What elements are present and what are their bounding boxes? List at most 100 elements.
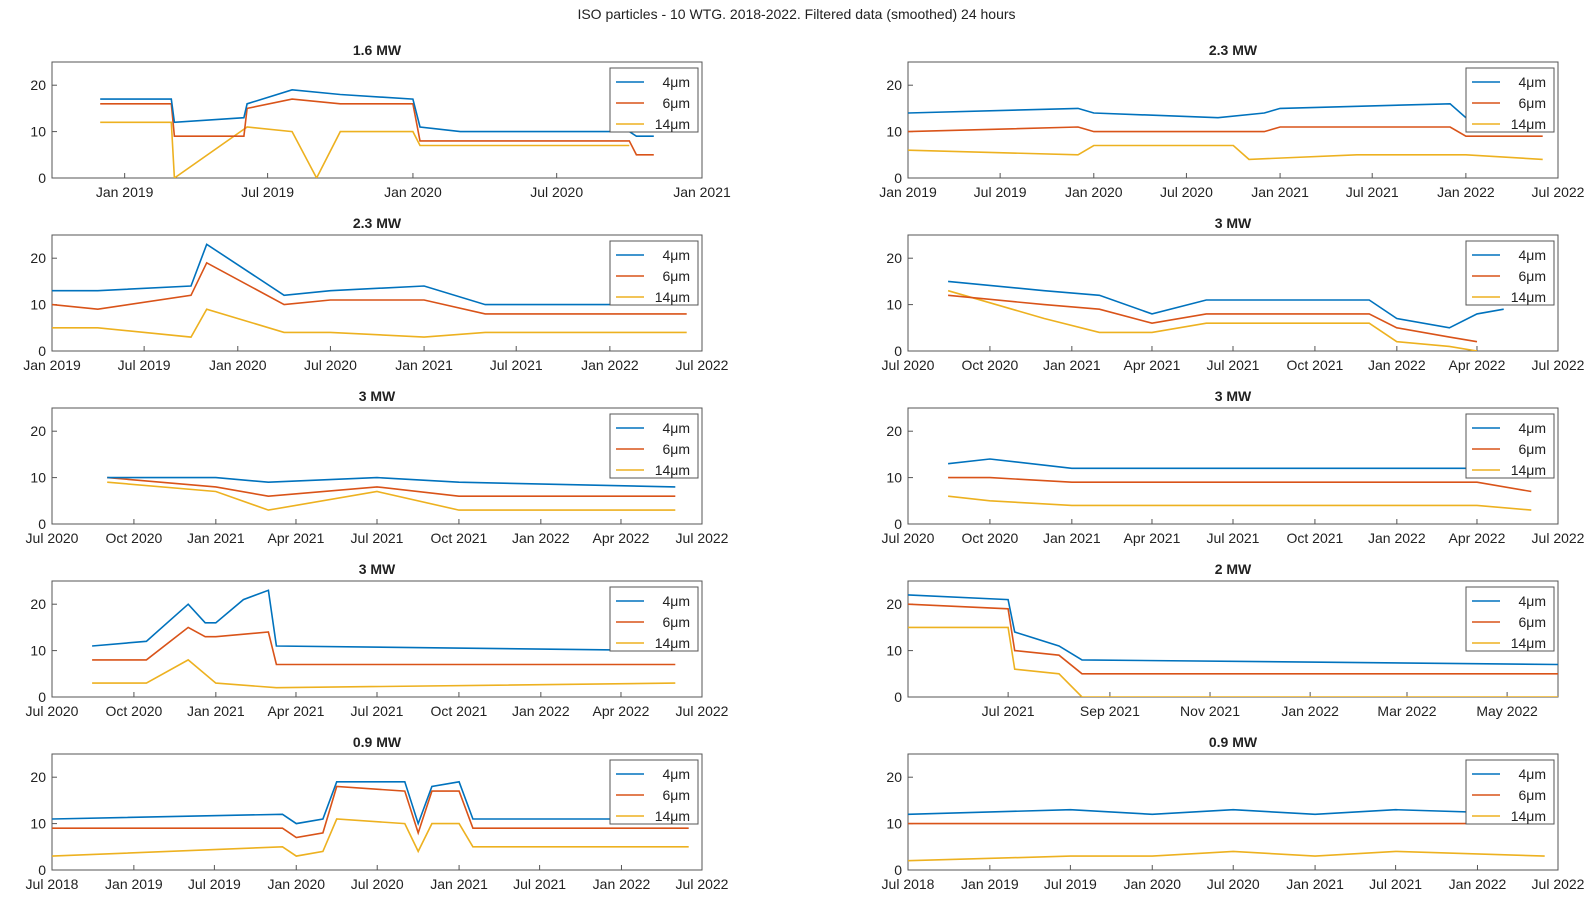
x-tick-label: Jan 2019 (961, 876, 1019, 892)
y-tick-label: 0 (894, 862, 902, 878)
x-tick-label: Apr 2022 (593, 703, 650, 719)
series-line-14μm (908, 144, 1543, 161)
x-tick-label: Oct 2021 (431, 530, 488, 546)
x-tick-label: Jan 2019 (879, 184, 937, 200)
legend-label: 6μm (662, 268, 690, 284)
x-tick-label: Apr 2021 (268, 703, 325, 719)
subplot-1: 1.6 MW 0 10 20 Jan 2019 Jul 2019 Jan 2020 Jul 2… (30, 42, 731, 200)
legend-label: 6μm (662, 787, 690, 803)
legend-label: 4μm (662, 74, 690, 90)
y-tick-label: 20 (30, 77, 46, 93)
x-tick-label: Jan 2021 (1043, 357, 1101, 373)
legend-label: 14μm (1511, 808, 1546, 824)
subplot-title: 2.3 MW (1209, 42, 1258, 58)
subplot-title: 0.9 MW (1209, 734, 1258, 750)
y-tick-label: 0 (38, 689, 46, 705)
y-tick-label: 20 (886, 250, 902, 266)
series-line-4μm (52, 780, 689, 827)
subplot-title: 3 MW (359, 561, 396, 577)
x-tick-label: Jul 2020 (882, 357, 935, 373)
x-tick-label: Apr 2021 (268, 530, 325, 546)
x-tick-label: Jul 2022 (676, 703, 729, 719)
x-tick-label: Jul 2019 (974, 184, 1027, 200)
series-line-4μm (948, 280, 1504, 329)
x-tick-label: Jan 2022 (1449, 876, 1507, 892)
subplot-8: 2 MW 0 10 20 Jul 2021 Sep 2021 Nov 2021 Jan 202… (886, 561, 1559, 719)
x-tick-label: Jul 2021 (1346, 184, 1399, 200)
series-line-14μm (947, 289, 1478, 351)
figure-title: ISO particles - 10 WTG. 2018-2022. Filte… (577, 6, 1016, 22)
x-tick-label: Oct 2021 (1287, 530, 1344, 546)
y-tick-label: 10 (30, 816, 46, 832)
y-tick-label: 10 (30, 297, 46, 313)
axes-box (51, 234, 703, 352)
series-line-4μm (52, 243, 687, 306)
x-tick-label: Jul 2021 (1207, 530, 1260, 546)
x-tick-label: Jul 2022 (1532, 876, 1585, 892)
x-tick-label: Jul 2022 (1532, 184, 1585, 200)
subplot-title: 1.6 MW (353, 42, 402, 58)
legend-label: 4μm (662, 420, 690, 436)
x-tick-label: Jan 2022 (1437, 184, 1495, 200)
legend-box (1465, 586, 1555, 652)
x-tick-label: Jul 2020 (1207, 876, 1260, 892)
x-tick-label: Mar 2022 (1377, 703, 1436, 719)
x-tick-label: Apr 2022 (1449, 357, 1506, 373)
series-line-6μm (908, 126, 1543, 137)
series-line-6μm (52, 261, 687, 315)
x-tick-label: Jul 2022 (1532, 530, 1585, 546)
series-line-14μm (100, 121, 630, 178)
x-tick-label: Oct 2020 (106, 703, 163, 719)
x-tick-label: Jul 2020 (1160, 184, 1213, 200)
legend-box (609, 586, 699, 652)
series-line-6μm (948, 294, 1478, 343)
x-tick-label: Jul 2021 (1369, 876, 1422, 892)
y-tick-label: 0 (894, 689, 902, 705)
legend-label: 4μm (662, 593, 690, 609)
x-tick-label: Jul 2020 (530, 184, 583, 200)
x-tick-label: Jul 2021 (513, 876, 566, 892)
series-line-4μm (100, 88, 654, 137)
series-line-6μm (52, 785, 689, 839)
legend-box (609, 413, 699, 479)
legend-box (1465, 759, 1555, 825)
x-tick-label: Jul 2020 (351, 876, 404, 892)
x-tick-label: Jan 2020 (1065, 184, 1123, 200)
y-tick-label: 10 (886, 470, 902, 486)
series-line-4μm (107, 476, 676, 488)
x-tick-label: Jan 2020 (1123, 876, 1181, 892)
subplot-title: 2.3 MW (353, 215, 402, 231)
legend-box (609, 67, 699, 133)
series-line-14μm (92, 658, 676, 689)
series-line-4μm (948, 458, 1532, 479)
x-tick-label: Jan 2019 (23, 357, 81, 373)
y-tick-label: 20 (30, 250, 46, 266)
legend-label: 4μm (1518, 766, 1546, 782)
x-tick-label: Jan 2020 (267, 876, 325, 892)
x-tick-label: Jul 2021 (1207, 357, 1260, 373)
series-line-6μm (107, 476, 676, 498)
x-tick-label: Oct 2020 (106, 530, 163, 546)
subplot-9: 0.9 MW 0 10 20 Jul 2018 Jan 2019 Jul 2019 Jan 2… (26, 734, 729, 892)
subplot-2: 2.3 MW 0 10 20 Jan 2019 Jul 2019 Jan 2020 Jul 2… (879, 42, 1584, 200)
legend-box (1465, 240, 1555, 306)
y-tick-label: 20 (30, 423, 46, 439)
axes-box (51, 61, 703, 179)
series-line-6μm (908, 603, 1558, 675)
y-tick-label: 20 (886, 769, 902, 785)
x-tick-label: Jul 2022 (676, 357, 729, 373)
series-line-4μm (908, 594, 1558, 666)
x-tick-label: Jan 2022 (1281, 703, 1339, 719)
x-tick-label: Jul 2022 (676, 530, 729, 546)
x-tick-label: Jan 2020 (209, 357, 267, 373)
y-tick-label: 20 (886, 423, 902, 439)
legend-label: 14μm (1511, 462, 1546, 478)
legend-label: 6μm (662, 441, 690, 457)
x-tick-label: Jan 2021 (187, 530, 245, 546)
legend-label: 4μm (662, 247, 690, 263)
x-tick-label: Jul 2021 (351, 530, 404, 546)
y-tick-label: 0 (894, 343, 902, 359)
x-tick-label: Jan 2019 (96, 184, 154, 200)
x-tick-label: May 2022 (1476, 703, 1538, 719)
